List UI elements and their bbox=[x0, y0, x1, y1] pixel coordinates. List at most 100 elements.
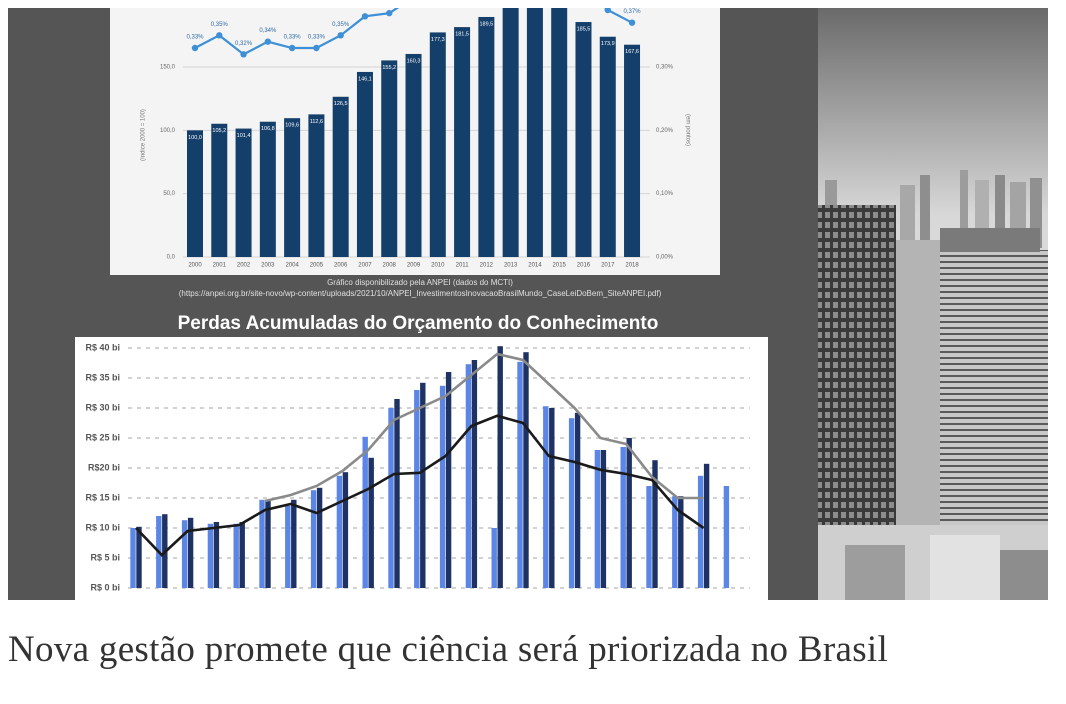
bar bbox=[362, 436, 368, 588]
y2-axis-label: (em pontos) bbox=[684, 114, 690, 146]
data-label: 155,2 bbox=[382, 65, 396, 71]
line-point bbox=[386, 9, 393, 17]
y-axis-label: (índice 2000 = 100) bbox=[141, 109, 147, 161]
bar bbox=[130, 528, 136, 588]
bar bbox=[368, 457, 374, 588]
bar bbox=[414, 390, 420, 588]
x-tick-label: 2012 bbox=[480, 263, 494, 269]
line-point bbox=[216, 32, 223, 39]
y-tick-label: 100,0 bbox=[160, 128, 176, 134]
bar bbox=[239, 522, 245, 588]
bar bbox=[259, 499, 265, 588]
y-tick-label: R$20 bi bbox=[88, 462, 120, 472]
x-tick-label: 2018 bbox=[625, 263, 639, 269]
x-tick-label: 2006 bbox=[334, 263, 348, 269]
bar bbox=[284, 118, 301, 257]
bar bbox=[478, 16, 495, 258]
bar bbox=[445, 372, 452, 588]
y2-tick-label: 0,10% bbox=[656, 191, 674, 197]
bar bbox=[672, 496, 678, 588]
data-label: 160,3 bbox=[407, 58, 421, 64]
bar bbox=[543, 406, 549, 588]
bar bbox=[549, 408, 555, 588]
x-tick-label: 2011 bbox=[456, 263, 470, 269]
bar bbox=[291, 499, 297, 588]
bar bbox=[285, 505, 291, 588]
bar bbox=[678, 496, 684, 588]
bar bbox=[187, 130, 203, 257]
bar bbox=[517, 361, 523, 588]
x-tick-label: 2013 bbox=[504, 263, 518, 269]
data-label: 146,1 bbox=[358, 76, 372, 82]
bar bbox=[600, 450, 607, 588]
bar bbox=[388, 408, 394, 588]
x-tick-label: 2008 bbox=[383, 263, 397, 269]
bar bbox=[624, 44, 641, 258]
line bbox=[264, 352, 704, 503]
bar bbox=[551, 8, 568, 257]
y-tick-label: R$ 5 bi bbox=[90, 552, 120, 562]
line-point bbox=[313, 44, 320, 52]
x-tick-label: 2002 bbox=[237, 263, 251, 269]
data-label: 0,37% bbox=[624, 9, 642, 15]
bar bbox=[213, 522, 220, 588]
y-tick-label: 0,0 bbox=[167, 255, 176, 261]
line bbox=[135, 414, 705, 557]
bar bbox=[394, 399, 400, 588]
data-label: 173,9 bbox=[601, 41, 615, 47]
top-chart: 0,0 50,0 100,0 150,0 0,00% 0,10% 0,20% 0,30% (ín… bbox=[110, 8, 720, 275]
line-point bbox=[264, 38, 272, 45]
bar bbox=[575, 22, 592, 258]
y-tick-label: R$ 40 bi bbox=[85, 342, 120, 352]
bar bbox=[471, 360, 478, 588]
bar bbox=[207, 523, 214, 588]
bar bbox=[697, 475, 704, 588]
source-note: Gráfico disponibilizado pela ANPEI (dado… bbox=[327, 278, 513, 287]
bar bbox=[502, 8, 519, 257]
x-tick-label: 2004 bbox=[285, 263, 299, 269]
bar bbox=[381, 60, 398, 257]
bar bbox=[646, 486, 652, 588]
bar bbox=[259, 121, 276, 258]
bar bbox=[626, 438, 632, 588]
data-label: 112,6 bbox=[310, 119, 323, 125]
y-tick-label: R$ 15 bi bbox=[85, 492, 120, 502]
bar bbox=[356, 71, 373, 257]
bar bbox=[211, 123, 228, 258]
x-tick-label: 2009 bbox=[407, 263, 421, 269]
data-label: 101,4 bbox=[237, 133, 251, 139]
data-label: 189,5 bbox=[479, 21, 493, 27]
x-tick-label: 2010 bbox=[431, 263, 445, 269]
bar bbox=[703, 463, 710, 588]
data-label: 0,32% bbox=[235, 41, 253, 47]
y2-tick-label: 0,00% bbox=[656, 255, 674, 261]
bar bbox=[599, 36, 616, 257]
y-tick-label: R$ 25 bi bbox=[85, 432, 120, 442]
bar bbox=[310, 490, 317, 588]
x-tick-label: 2001 bbox=[213, 263, 227, 269]
bar bbox=[342, 472, 349, 588]
bar bbox=[405, 53, 422, 257]
source-url: (https://anpei.org.br/site-novo/wp-conte… bbox=[179, 289, 662, 298]
article-image: 0,0 50,0 100,0 150,0 0,00% 0,10% 0,20% 0,30% (ín… bbox=[8, 8, 1048, 600]
data-label: 126,5 bbox=[334, 101, 348, 107]
x-tick-label: 2017 bbox=[601, 263, 615, 269]
bar bbox=[316, 487, 323, 588]
bar bbox=[523, 352, 529, 588]
bar bbox=[465, 364, 472, 588]
bar bbox=[308, 114, 325, 257]
city-photo bbox=[818, 8, 1048, 600]
x-tick-label: 2003 bbox=[261, 263, 275, 269]
data-label: 100,0 bbox=[188, 135, 202, 141]
bar bbox=[594, 450, 601, 588]
y2-tick-label: 0,30% bbox=[656, 65, 674, 71]
x-tick-label: 2000 bbox=[188, 263, 202, 269]
line-point bbox=[628, 19, 636, 26]
data-label: 105,2 bbox=[212, 128, 226, 134]
bar bbox=[187, 517, 194, 588]
data-label: 185,5 bbox=[577, 26, 591, 32]
bar bbox=[574, 412, 581, 588]
bar bbox=[526, 8, 543, 258]
x-tick-label: 2015 bbox=[553, 263, 567, 269]
